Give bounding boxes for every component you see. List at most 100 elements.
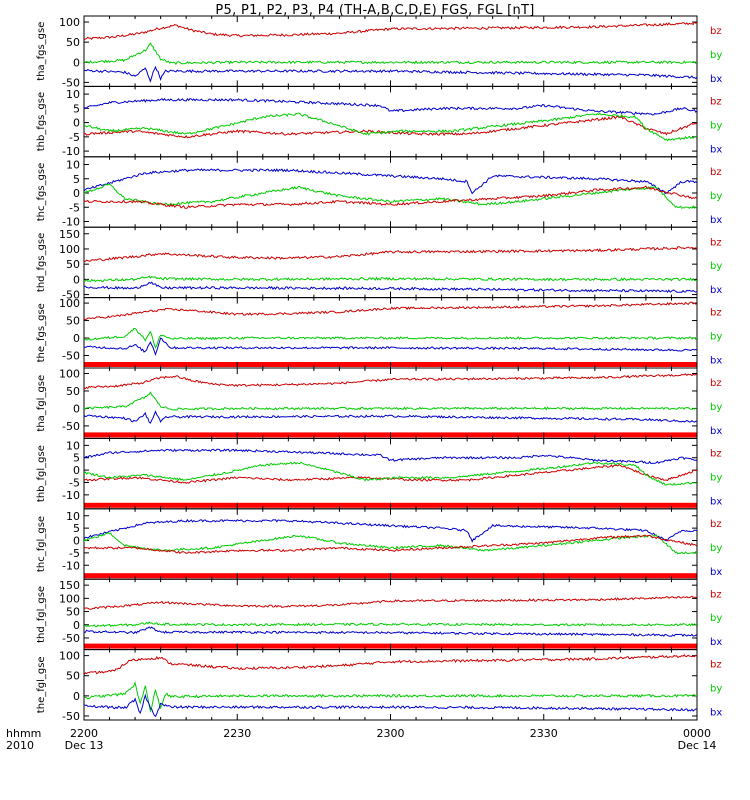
ytick-label-2-4: -10 [62,216,80,229]
ytick-label-8-3: 0 [73,619,80,632]
series-by-8 [83,621,698,628]
series-label-by-8: by [710,613,722,624]
series-label-bz-2: bz [710,167,722,178]
panel-ylabel-3: thd_fgs_gse [36,233,47,292]
panel-frame-8 [83,578,698,651]
series-bx-0 [83,65,698,83]
series-label-by-3: by [710,261,722,272]
series-label-by-1: by [710,120,722,131]
series-bx-2 [83,168,698,195]
series-by-1 [83,112,698,142]
series-label-by-2: by [710,191,722,202]
ytick-label-0-2: 0 [73,56,80,69]
ytick-label-9-2: 0 [73,690,80,703]
series-label-bx-2: bx [710,215,722,226]
ytick-label-4-3: -50 [62,350,80,363]
series-label-bx-3: bx [710,285,722,296]
time-format-label: hhmm [6,727,41,740]
series-bz-6 [83,463,698,484]
ytick-label-7-1: 5 [73,522,80,535]
series-by-6 [83,461,698,486]
series-by-3 [83,275,697,283]
series-label-bx-1: bx [710,144,722,155]
series-by-4 [83,327,698,349]
series-label-bx-5: bx [710,426,722,437]
series-bz-8 [83,595,698,610]
ytick-label-8-2: 50 [66,606,80,619]
ytick-label-5-2: 0 [73,402,80,415]
xtick-sub-0: Dec 13 [65,739,104,752]
ytick-label-8-0: 150 [59,579,80,592]
panel-ylabel-2: thc_fgs_gse [36,163,47,222]
panel-ylabel-0: tha_fgs_gse [36,22,47,81]
series-bz-5 [83,373,698,390]
ytick-label-3-0: 150 [59,228,80,241]
xtick-label-1: 2230 [223,727,251,740]
ytick-label-4-1: 50 [66,315,80,328]
panel-ylabel-5: tha_fgl_gse [36,375,47,432]
series-label-bx-8: bx [710,637,722,648]
series-label-bz-9: bz [710,660,722,671]
series-label-bx-4: bx [710,356,722,367]
panel-ylabel-6: thb_fgl_gse [36,445,47,502]
series-label-bz-4: bz [710,308,722,319]
series-bx-5 [83,410,698,424]
ytick-label-6-1: 5 [73,452,80,465]
ytick-label-0-1: 50 [66,36,80,49]
ytick-label-7-2: 0 [73,535,80,548]
panel-frame-4 [83,297,698,369]
ytick-label-5-1: 50 [66,385,80,398]
panel-ylabel-9: the_fgl_gse [36,656,47,713]
series-label-bx-7: bx [710,567,722,578]
panel-frame-2 [83,156,698,228]
series-bx-3 [83,281,698,294]
ytick-label-5-0: 100 [59,367,80,380]
ytick-label-7-0: 10 [66,510,80,523]
series-bz-9 [83,654,698,675]
ytick-label-6-0: 10 [66,439,80,452]
series-by-2 [83,183,698,209]
series-bz-1 [83,115,698,139]
panel-ylabel-7: thc_fgl_gse [36,516,47,572]
ytick-label-0-0: 100 [59,16,80,29]
ytick-label-8-1: 100 [59,592,80,605]
panel-frame-9 [83,649,698,721]
series-by-9 [83,681,698,713]
series-label-by-4: by [710,332,722,343]
series-label-bz-8: bz [710,589,722,600]
series-bx-8 [83,626,698,637]
year-label: 2010 [6,739,34,752]
series-label-bz-5: bz [710,378,722,389]
ytick-label-1-0: 10 [66,88,80,101]
series-label-bz-0: bz [710,26,722,37]
series-label-bx-9: bx [710,708,722,719]
xtick-label-4: 0000 [683,727,711,740]
xtick-sub-4: Dec 14 [678,739,717,752]
ytick-label-2-0: 10 [66,159,80,172]
ytick-label-1-2: 0 [73,117,80,130]
series-bx-1 [83,97,698,116]
panel-frame-7 [83,508,698,580]
xtick-label-0: 2200 [70,727,98,740]
panel-ylabel-4: the_fgs_gse [36,303,47,362]
ytick-label-6-3: -5 [69,476,80,489]
series-bz-4 [83,301,698,321]
ytick-label-7-4: -10 [62,559,80,572]
ytick-label-1-1: 5 [73,102,80,115]
panel-ylabel-8: thd_fgl_gse [36,586,47,643]
ytick-label-3-1: 100 [59,243,80,256]
series-bz-0 [83,21,698,40]
ytick-label-9-3: -50 [62,710,80,723]
series-label-by-7: by [710,543,722,554]
ytick-label-6-2: 0 [73,464,80,477]
ytick-label-6-4: -10 [62,489,80,502]
series-bx-4 [83,337,698,357]
ytick-label-1-4: -10 [62,145,80,158]
ytick-label-7-3: -5 [69,547,80,560]
ytick-label-4-2: 0 [73,332,80,345]
panel-frame-6 [83,437,698,510]
series-label-bz-6: bz [710,448,722,459]
series-bx-6 [83,448,698,465]
series-label-by-9: by [710,684,722,695]
